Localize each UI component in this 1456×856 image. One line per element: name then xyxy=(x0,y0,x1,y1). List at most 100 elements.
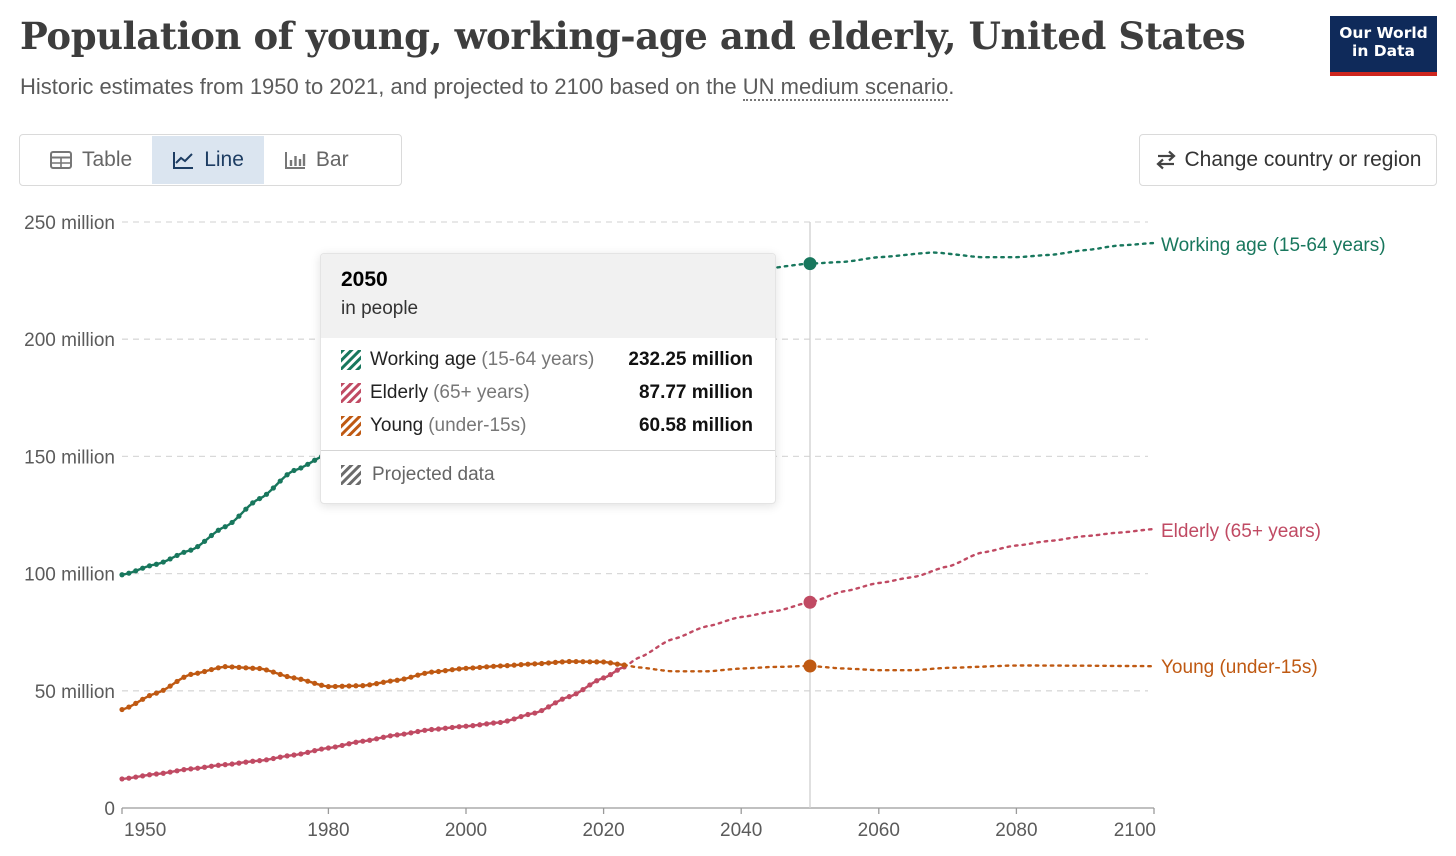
hover-marker xyxy=(803,659,817,673)
series-data-point xyxy=(325,745,331,751)
tooltip-header: 2050 in people xyxy=(321,254,775,338)
series-data-point xyxy=(353,739,359,745)
series-data-point xyxy=(284,472,290,478)
series-data-point xyxy=(614,661,620,667)
projected-swatch-icon xyxy=(341,465,361,485)
series-data-point xyxy=(133,700,139,706)
series-data-point xyxy=(394,732,400,738)
series-data-point xyxy=(532,710,538,716)
series-data-point xyxy=(442,725,448,731)
series-data-point xyxy=(215,762,221,768)
series-data-point xyxy=(312,680,318,686)
series-data-point xyxy=(415,728,421,735)
series-data-point xyxy=(429,669,435,675)
series-data-point xyxy=(339,742,345,749)
series-data-point xyxy=(119,572,125,578)
series-data-point xyxy=(174,768,180,774)
series-data-point xyxy=(559,659,565,665)
series-data-point xyxy=(215,665,221,671)
tooltip-divider xyxy=(321,450,775,451)
series-data-point xyxy=(449,724,455,731)
series-data-point xyxy=(484,721,490,727)
series-data-point xyxy=(312,748,318,754)
tab-bar-label: Bar xyxy=(315,148,349,171)
series-data-point xyxy=(201,668,208,675)
un-medium-scenario-link[interactable]: UN medium scenario xyxy=(742,74,949,101)
series-data-point xyxy=(387,733,393,739)
series-line-historical xyxy=(121,660,625,711)
series-data-point xyxy=(387,678,393,684)
series-data-point xyxy=(277,754,283,760)
series-data-point xyxy=(270,485,276,491)
y-tick-label: 0 xyxy=(104,799,115,820)
series-data-point xyxy=(312,457,318,463)
series-data-point xyxy=(429,726,435,733)
y-tick-label: 150 million xyxy=(24,447,115,468)
series-data-point xyxy=(298,751,304,757)
series-data-point xyxy=(497,719,503,726)
series-data-point xyxy=(408,730,414,736)
tooltip-row-young: Young (under-15s) 60.58 million xyxy=(341,414,753,438)
series-data-point xyxy=(545,704,552,710)
series-data-point xyxy=(167,769,173,775)
series-data-point xyxy=(201,538,208,544)
tab-bar[interactable]: Bar xyxy=(264,136,369,184)
series-data-point xyxy=(490,720,497,726)
series-data-point xyxy=(470,665,476,671)
series-data-point xyxy=(518,662,524,668)
series-data-point xyxy=(146,772,153,778)
series-data-point xyxy=(380,679,387,685)
series-data-point xyxy=(236,760,242,766)
bar-chart-icon xyxy=(284,152,306,169)
series-data-point xyxy=(484,664,490,670)
series-data-point xyxy=(215,527,221,533)
series-data-point xyxy=(566,658,572,665)
series-data-point xyxy=(490,663,497,669)
series-data-point xyxy=(580,687,586,693)
series-data-point xyxy=(160,687,166,693)
tab-line[interactable]: Line xyxy=(152,136,264,184)
series-data-point xyxy=(594,678,600,684)
series-data-point xyxy=(332,683,338,690)
change-country-button[interactable]: Change country or region xyxy=(1139,134,1437,186)
tooltip-row-name: Elderly xyxy=(370,382,429,403)
series-data-point xyxy=(174,678,180,685)
series-data-point xyxy=(422,727,428,733)
series-data-point xyxy=(188,547,194,553)
series-data-point xyxy=(160,770,166,776)
change-country-label: Change country or region xyxy=(1184,148,1422,171)
series-data-point xyxy=(552,700,559,706)
hover-marker xyxy=(803,595,817,609)
series-data-point xyxy=(332,744,338,750)
logo-line-1: Our World xyxy=(1339,24,1428,42)
series-data-point xyxy=(181,674,187,680)
series-data-point xyxy=(435,668,442,675)
series-data-point xyxy=(229,519,235,526)
tab-table-label: Table xyxy=(82,148,133,171)
series-data-point xyxy=(463,665,469,671)
series-data-point xyxy=(318,682,325,688)
tooltip-row-working-age: Working age (15-64 years) 232.25 million xyxy=(341,348,753,372)
series-data-point xyxy=(539,660,545,667)
series-data-point xyxy=(305,678,311,684)
owid-logo[interactable]: Our World in Data xyxy=(1330,16,1437,76)
series-data-point xyxy=(456,724,462,730)
young-swatch-icon xyxy=(341,416,361,436)
series-data-point xyxy=(140,773,146,779)
series-data-point xyxy=(263,667,270,673)
series-data-point xyxy=(208,763,215,769)
series-data-point xyxy=(325,683,331,690)
series-data-point xyxy=(621,662,627,668)
projected-label: Projected data xyxy=(372,464,495,485)
series-data-point xyxy=(614,667,620,673)
y-tick-label: 250 million xyxy=(24,213,115,234)
series-data-point xyxy=(174,552,180,559)
series-data-point xyxy=(504,663,510,669)
series-data-point xyxy=(525,711,531,718)
series-data-point xyxy=(367,737,373,743)
series-data-point xyxy=(373,681,380,687)
tab-table[interactable]: Table xyxy=(30,136,152,184)
series-data-point xyxy=(243,665,249,671)
series-data-point xyxy=(257,758,263,764)
y-tick-label: 50 million xyxy=(35,682,115,703)
